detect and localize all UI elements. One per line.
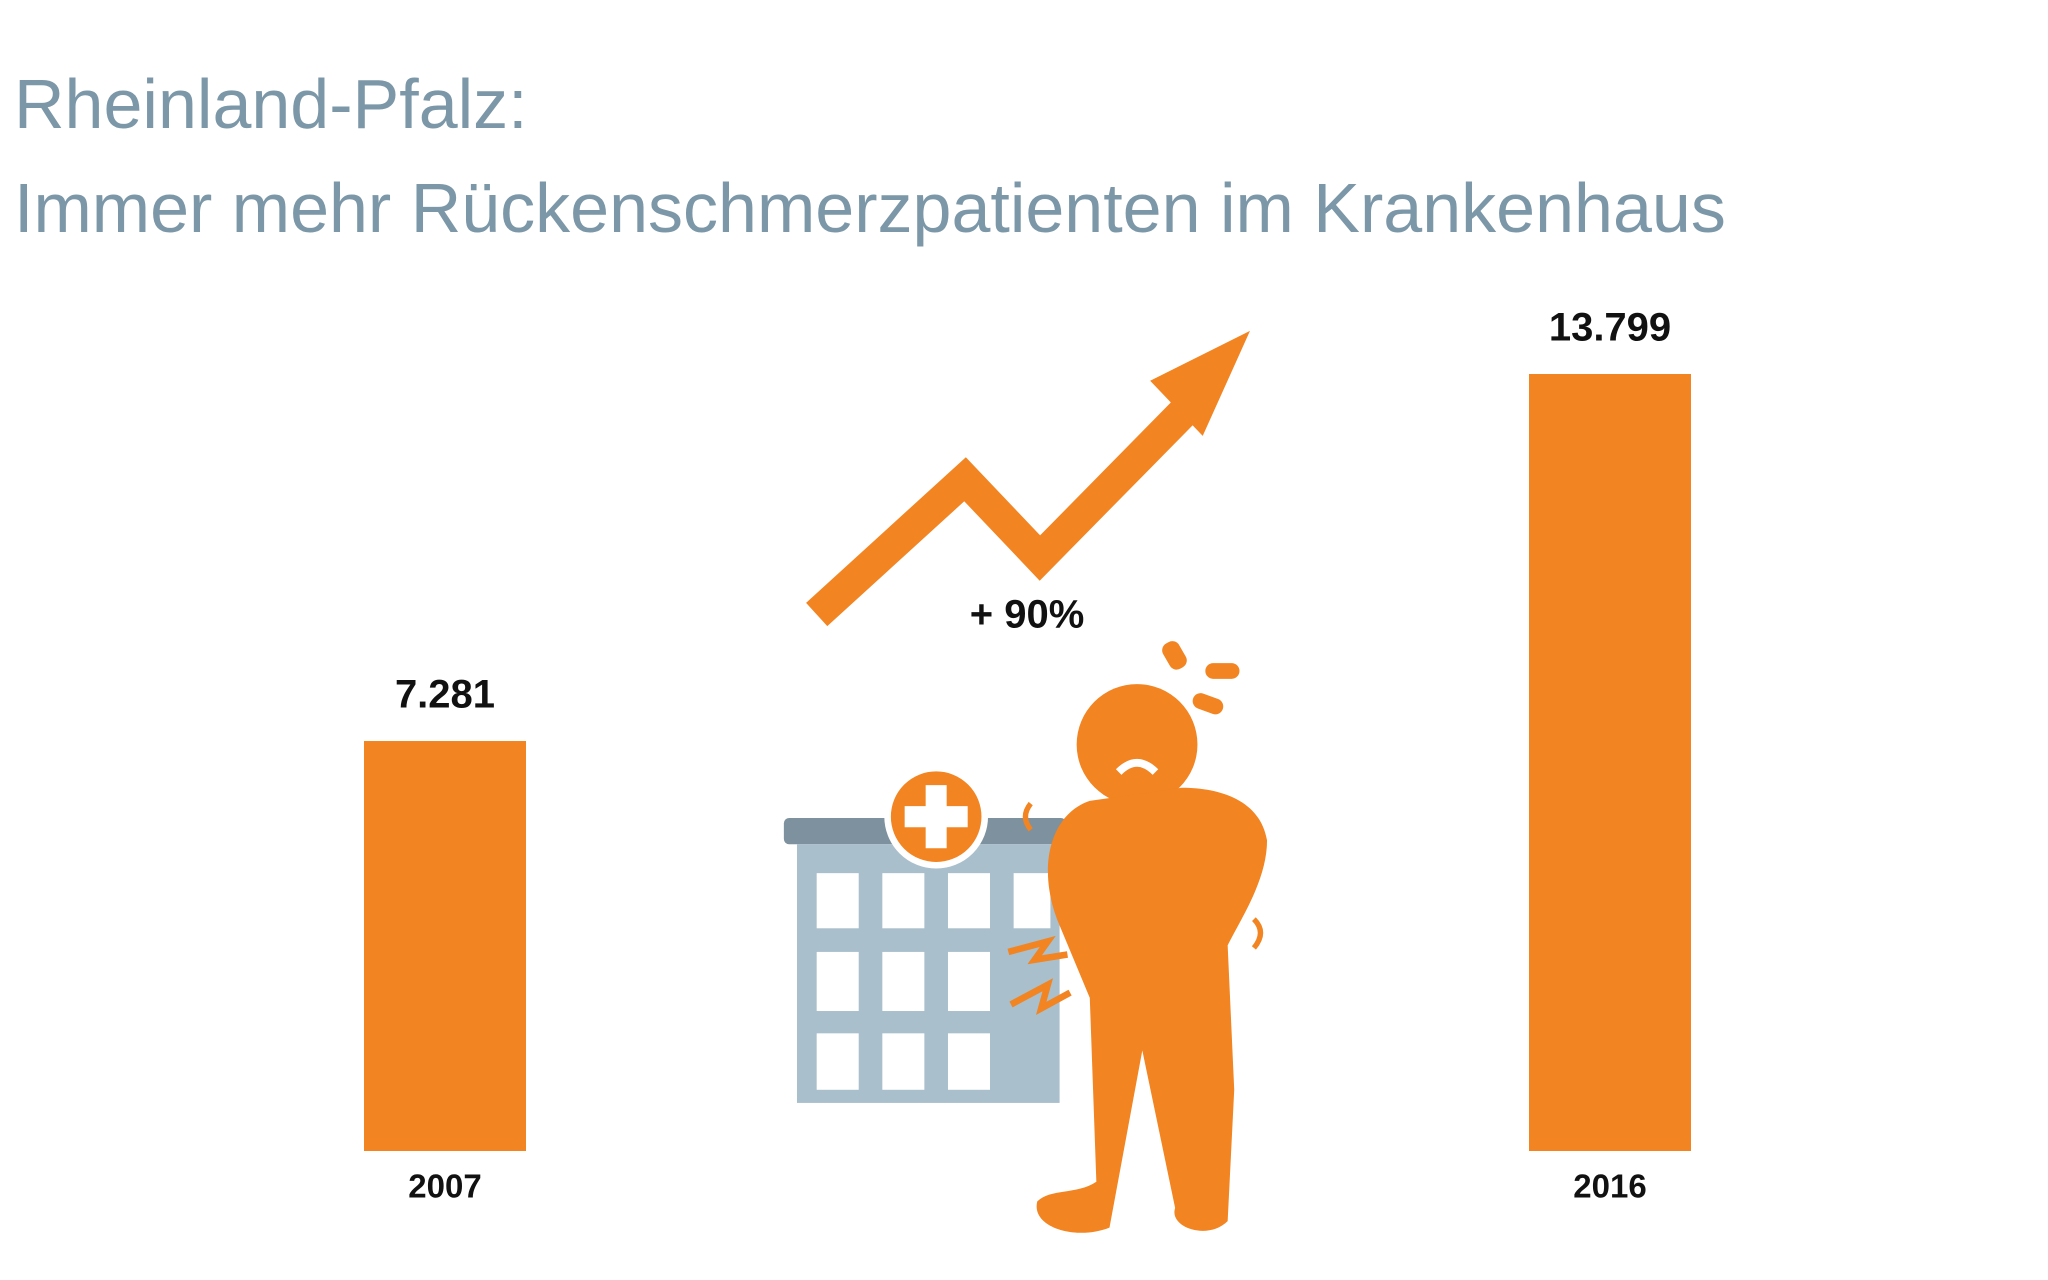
bar	[364, 741, 526, 1151]
annotation: + 90%	[970, 593, 1085, 637]
value-label: 13.799	[1549, 306, 1671, 350]
person-mouth	[1115, 758, 1159, 775]
hospital-cross	[904, 785, 968, 849]
chart-subtitle: Immer mehr Rückenschmerzpatienten im Kra…	[14, 169, 1726, 247]
arrow-head	[1150, 330, 1250, 436]
pain-waves	[1022, 801, 1264, 950]
pain-marks	[1007, 935, 1072, 1015]
value-label: 7.281	[395, 673, 495, 717]
bar	[1529, 374, 1691, 1151]
trend-arrow	[806, 382, 1213, 627]
hospital-windows	[816, 873, 1051, 1090]
illustration	[783, 330, 1268, 1233]
chart-title: Rheinland-Pfalz:	[14, 65, 528, 143]
x-tick-label: 2007	[408, 1168, 481, 1205]
person	[1036, 641, 1268, 1233]
x-tick-label: 2016	[1573, 1168, 1646, 1205]
